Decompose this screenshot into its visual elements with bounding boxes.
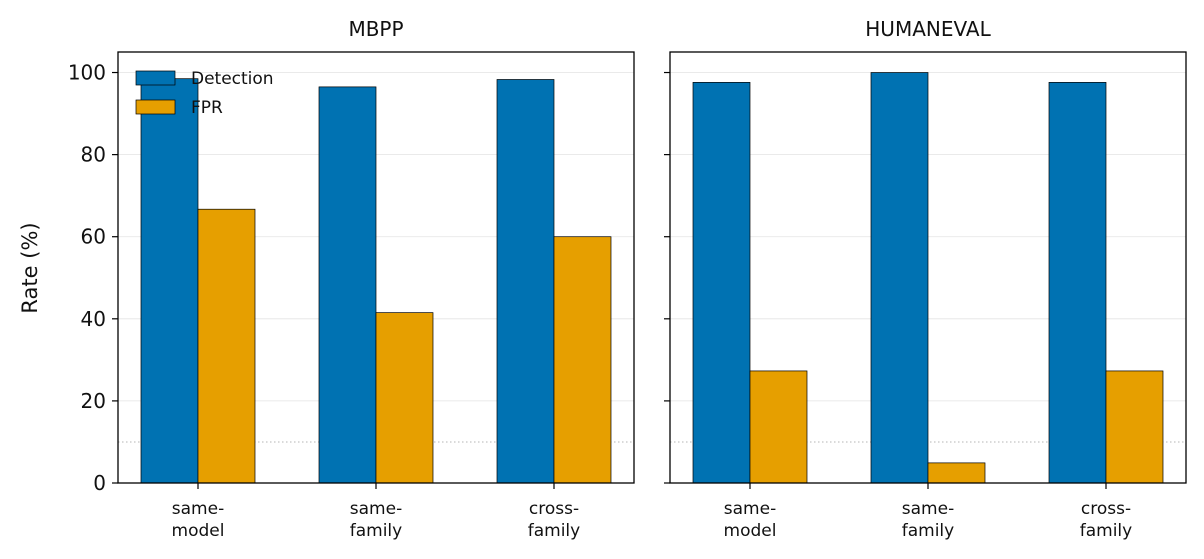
y-tick-label: 20 (81, 389, 106, 413)
y-tick-label: 60 (81, 225, 106, 249)
x-tick-label: model (172, 521, 225, 541)
panel-mbpp: 020406080100same-modelsame-familycross-f… (68, 17, 635, 541)
bar-detection-1 (870, 72, 929, 484)
bar-fpr-2 (1105, 370, 1164, 484)
panel-humaneval: same-modelsame-familycross-familyHUMANEV… (664, 17, 1187, 541)
x-tick-label: cross- (529, 499, 579, 519)
x-tick-label: cross- (1081, 499, 1131, 519)
panel-title: MBPP (348, 17, 403, 41)
bar-fpr-0 (749, 370, 808, 484)
x-tick-label: family (528, 521, 580, 541)
legend-swatch-fpr (135, 99, 176, 115)
y-tick-label: 40 (81, 307, 106, 331)
bar-detection-0 (692, 82, 751, 484)
y-tick-label: 0 (93, 471, 106, 495)
x-tick-label: same- (724, 499, 776, 519)
panel-title: HUMANEVAL (865, 17, 991, 41)
legend: Detection FPR (135, 69, 274, 118)
x-tick-label: same- (172, 499, 224, 519)
legend-label-fpr: FPR (191, 98, 223, 118)
legend-label-detection: Detection (191, 69, 274, 89)
legend-swatch-detection (135, 70, 176, 86)
y-tick-label: 80 (81, 143, 106, 167)
bar-fpr-1 (375, 312, 434, 484)
x-tick-label: family (902, 521, 954, 541)
bar-fpr-2 (553, 236, 612, 484)
y-tick-label: 100 (68, 61, 106, 85)
x-tick-label: family (350, 521, 402, 541)
bar-detection-0 (140, 78, 199, 484)
bar-fpr-1 (927, 462, 986, 484)
y-axis-label: Rate (%) (18, 222, 42, 313)
bar-fpr-0 (197, 208, 256, 484)
x-tick-label: same- (902, 499, 954, 519)
x-tick-label: family (1080, 521, 1132, 541)
x-tick-label: model (724, 521, 777, 541)
bar-detection-1 (318, 86, 377, 484)
bar-detection-2 (496, 79, 555, 484)
bar-detection-2 (1048, 82, 1107, 484)
x-tick-label: same- (350, 499, 402, 519)
